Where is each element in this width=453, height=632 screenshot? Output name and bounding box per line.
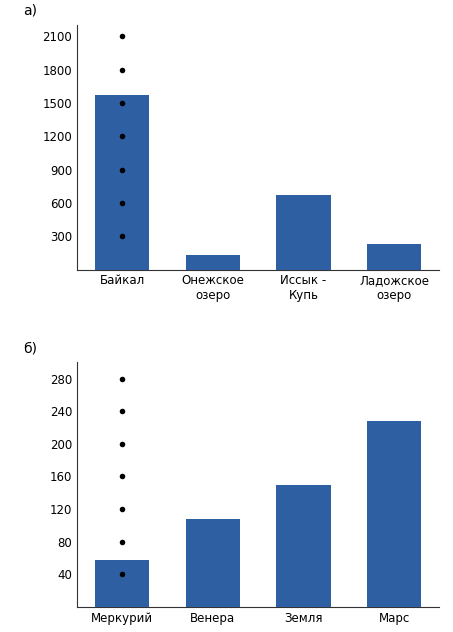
Bar: [276, 195, 331, 270]
Bar: [95, 95, 149, 270]
Text: б): б): [23, 341, 37, 355]
Bar: [367, 421, 421, 607]
Bar: [95, 561, 149, 607]
Bar: [367, 244, 421, 270]
Bar: [186, 255, 240, 270]
Text: а): а): [23, 4, 37, 18]
Bar: [186, 519, 240, 607]
Bar: [276, 485, 331, 607]
